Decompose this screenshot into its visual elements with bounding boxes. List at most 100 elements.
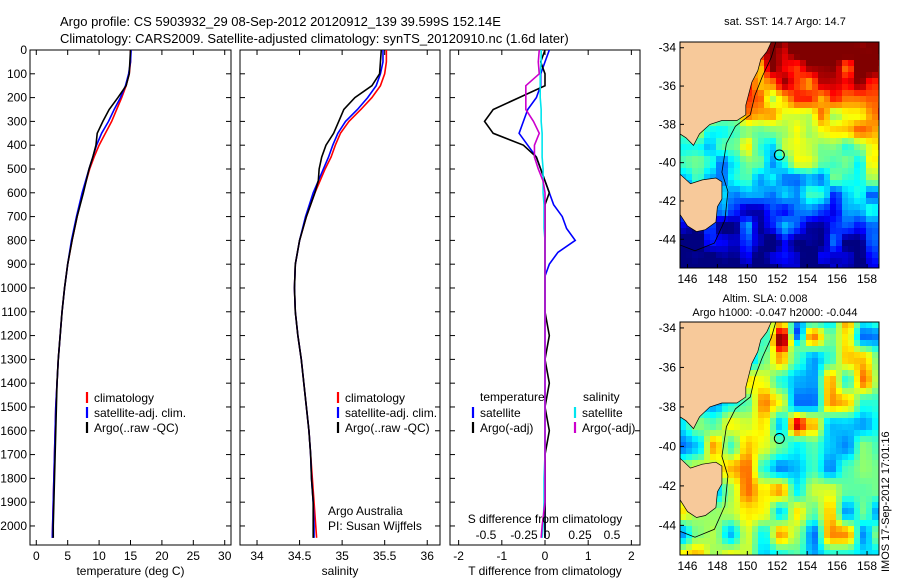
heatmap-cell [818, 120, 825, 127]
heatmap-cell [746, 532, 753, 539]
heatmap-cell [836, 418, 843, 425]
heatmap-cell [872, 216, 879, 223]
difference-extras: temperature salinitysatelliteArgo(-adj)sa… [468, 390, 636, 542]
heatmap-cell [680, 258, 687, 265]
heatmap-cell [776, 508, 783, 515]
heatmap-cell [830, 258, 837, 265]
heatmap-cell [848, 210, 855, 217]
heatmap-cell [872, 424, 879, 431]
heatmap-cell [812, 258, 819, 265]
heatmap-cell [764, 180, 771, 187]
heatmap-cell [842, 376, 849, 383]
x-tick-label: 34.5 [288, 549, 312, 563]
heatmap-cell [776, 168, 783, 175]
heatmap-cell [692, 544, 699, 551]
heatmap-cell [728, 264, 735, 268]
heatmap-cell [860, 240, 867, 247]
heatmap-cell [806, 192, 813, 199]
heatmap-cell [812, 454, 819, 461]
heatmap-cell [782, 210, 789, 217]
heatmap-cell [710, 258, 717, 265]
heatmap-cell [818, 508, 825, 515]
heatmap-cell [782, 460, 789, 467]
heatmap-cell [848, 246, 855, 253]
heatmap-cell [752, 394, 759, 401]
heatmap-cell [752, 358, 759, 365]
heatmap-cell [860, 466, 867, 473]
heatmap-cell [842, 322, 849, 329]
heatmap-cell [794, 484, 801, 491]
heatmap-cell [842, 382, 849, 389]
heatmap-cell [836, 150, 843, 157]
heatmap-cell [848, 252, 855, 259]
heatmap-cell [872, 346, 879, 353]
heatmap-cell [758, 346, 765, 353]
heatmap-cell [722, 144, 729, 151]
heatmap-cell [824, 120, 831, 127]
heatmap-cell [806, 406, 813, 413]
heatmap-cell [794, 78, 801, 85]
heatmap-cell [872, 478, 879, 485]
heatmap-cell [830, 424, 837, 431]
heatmap-cell [758, 526, 765, 533]
heatmap-cell [728, 144, 735, 151]
heatmap-cell [824, 90, 831, 97]
heatmap-cell [872, 400, 879, 407]
heatmap-cell [704, 442, 711, 449]
heatmap-cell [848, 460, 855, 467]
heatmap-cell [872, 532, 879, 539]
heatmap-cell [770, 264, 777, 268]
heatmap-cell [794, 156, 801, 163]
heatmap-cell [734, 174, 741, 181]
heatmap-cell [764, 376, 771, 383]
heatmap-cell [770, 418, 777, 425]
heatmap-cell [782, 198, 789, 205]
heatmap-cell [830, 490, 837, 497]
y-tick-label: -42 [659, 479, 677, 493]
heatmap-cell [848, 352, 855, 359]
heatmap-cell [800, 132, 807, 139]
heatmap-cell [866, 442, 873, 449]
heatmap-cell [692, 520, 699, 527]
x-tick-label: 156 [827, 559, 847, 573]
heatmap-cell [824, 108, 831, 115]
heatmap-cell [722, 204, 729, 211]
heatmap-cell [848, 108, 855, 115]
heatmap-cell [698, 436, 705, 443]
heatmap-cell [824, 150, 831, 157]
heatmap-cell [824, 66, 831, 73]
heatmap-cell [848, 192, 855, 199]
heatmap-cell [818, 412, 825, 419]
heatmap-cell [776, 340, 783, 347]
heatmap-cell [794, 442, 801, 449]
heatmap-cell [734, 222, 741, 229]
heatmap-cell [830, 466, 837, 473]
heatmap-cell [824, 388, 831, 395]
heatmap-cell [746, 144, 753, 151]
heatmap-cell [692, 460, 699, 467]
heatmap-cell [758, 234, 765, 241]
heatmap-cell [830, 352, 837, 359]
heatmap-cell [800, 436, 807, 443]
heatmap-cell [866, 436, 873, 443]
heatmap-cell [800, 60, 807, 67]
heatmap-cell [776, 346, 783, 353]
heatmap-cell [818, 198, 825, 205]
heatmap-cell [776, 216, 783, 223]
heatmap-cell [818, 108, 825, 115]
heatmap-cell [764, 394, 771, 401]
heatmap-cell [812, 102, 819, 109]
heatmap-cell [764, 532, 771, 539]
heatmap-cell [842, 550, 849, 555]
heatmap-cell [710, 538, 717, 545]
heatmap-cell [812, 406, 819, 413]
heatmap-cell [722, 246, 729, 253]
heatmap-cell [830, 90, 837, 97]
heatmap-cell [824, 454, 831, 461]
heatmap-cell [758, 84, 765, 91]
heatmap-cell [764, 472, 771, 479]
heatmap-cell [866, 526, 873, 533]
heatmap-cell [764, 150, 771, 157]
heatmap-cell [824, 180, 831, 187]
heatmap-cell [860, 460, 867, 467]
